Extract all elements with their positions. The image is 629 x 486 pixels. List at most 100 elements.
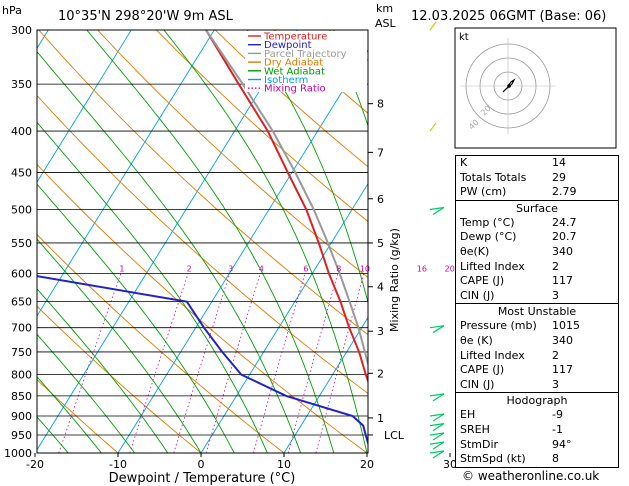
index-most-unstable-name: θe (K) <box>460 333 493 347</box>
pressure-tick-label: 450 <box>11 166 32 179</box>
wet-adiabat-line <box>37 121 268 453</box>
index-surface-row: Temp (°C) 24.7 <box>456 216 618 231</box>
isotherm-line <box>37 30 298 451</box>
profile-temperature <box>205 30 368 384</box>
pressure-tick-label: 650 <box>11 296 32 309</box>
hodograph-storm-motion <box>507 84 511 88</box>
index-hodograph-name: EH <box>460 408 476 422</box>
mixing-ratio-label: 10 <box>360 265 370 274</box>
mixing-ratio-axis-title: Mixing Ratio (g/kg) <box>388 228 401 332</box>
index-surface-row: CAPE (J) 117 <box>456 274 618 289</box>
indices-table: K 14 Totals Totals 29 PW (cm) 2.79 Surface Te… <box>455 155 619 468</box>
pressure-unit-label: hPa <box>2 4 22 17</box>
wind-barb <box>429 122 437 132</box>
index-surface-name: Dewp (°C) <box>460 230 517 244</box>
pressure-tick-label: 700 <box>11 322 32 335</box>
index-surface-value: 117 <box>552 274 573 288</box>
dry-adiabat-line <box>37 379 119 453</box>
surface-header: Surface <box>516 201 558 215</box>
km-tick-label: 3 <box>377 325 384 338</box>
wind-barb-staff <box>429 325 445 334</box>
footer-credit[interactable]: © weatheronline.co.uk <box>462 469 600 483</box>
index-most-unstable-value: 2 <box>552 348 559 362</box>
mixing-ratio-line <box>129 273 189 453</box>
index-hodograph-row: StmSpd (kt) 8 <box>456 452 618 467</box>
wind-barb-staff <box>429 450 445 459</box>
index-most-unstable-value: 3 <box>552 377 559 391</box>
x-tick-label: -20 <box>26 458 44 471</box>
isotherm-line <box>200 182 368 453</box>
km-tick-label: 2 <box>377 367 384 380</box>
index-basic-value: 2.79 <box>552 185 577 199</box>
wind-barb <box>429 21 437 31</box>
pressure-tick-label: 950 <box>11 429 32 442</box>
asl-unit-label: ASL <box>375 17 397 30</box>
legend-label: Dry Adiabat <box>264 58 323 69</box>
wind-barb <box>429 393 445 402</box>
profile-parcel-trajectory <box>205 30 368 368</box>
index-most-unstable-name: Lifted Index <box>460 348 525 362</box>
x-tick-label: 20 <box>360 458 374 471</box>
most-unstable-header: Most Unstable <box>497 305 577 319</box>
isotherm-line <box>117 48 368 453</box>
index-most-unstable-name: CAPE (J) <box>460 363 505 377</box>
mixing-ratio-line <box>173 273 231 453</box>
pressure-tick-label: 800 <box>11 369 32 382</box>
legend-label: Dewpoint <box>264 40 312 51</box>
index-hodograph-row: EH -9 <box>456 408 618 423</box>
pressure-tick-label: 600 <box>11 268 32 281</box>
km-tick-label: 5 <box>377 237 384 250</box>
mixing-ratio-line <box>406 274 449 454</box>
km-unit-label: km <box>376 2 393 15</box>
x-tick-label: -10 <box>109 458 127 471</box>
index-basic-row: PW (cm) 2.79 <box>456 185 618 200</box>
index-surface-value: 20.7 <box>552 230 577 244</box>
index-hodograph-name: StmDir <box>460 437 499 451</box>
legend-label: Temperature <box>263 32 327 43</box>
index-most-unstable-row: Pressure (mb) 1015 <box>456 319 618 334</box>
index-surface-row: Lifted Index 2 <box>456 260 618 275</box>
mixing-ratio-line <box>253 273 306 453</box>
index-basic-row: K 14 <box>456 156 618 171</box>
index-most-unstable-name: Pressure (mb) <box>460 319 537 333</box>
index-surface-value: 2 <box>552 259 559 273</box>
index-hodograph-name: SREH <box>460 422 490 436</box>
wind-barb-staff <box>429 206 445 215</box>
index-most-unstable-value: 117 <box>552 363 573 377</box>
legend-background <box>245 31 367 92</box>
pressure-tick-label: 550 <box>11 237 32 250</box>
km-tick-label: 4 <box>377 281 384 294</box>
index-most-unstable-row: Lifted Index 2 <box>456 349 618 364</box>
mixing-ratio-line <box>205 273 261 453</box>
plot-frame <box>36 29 369 454</box>
mixing-ratio-label: 8 <box>336 265 341 274</box>
index-most-unstable-row: CIN (J) 3 <box>456 378 618 393</box>
profile-dewpoint <box>37 275 368 446</box>
location-title: 10°35'N 298°20'W 9m ASL <box>58 9 234 24</box>
x-tick-label: 30 <box>443 458 457 471</box>
index-basic-value: 14 <box>552 156 566 169</box>
wind-barb <box>429 441 445 450</box>
datetime-title: 12.03.2025 06GMT (Base: 06) <box>411 9 606 24</box>
legend-label: Isotherm <box>264 75 308 86</box>
wet-adiabat-line <box>37 333 135 453</box>
index-basic-row: Totals Totals 29 <box>456 171 618 186</box>
wind-barb <box>429 413 445 422</box>
dry-adiabat-line <box>97 30 368 278</box>
index-surface-row: Dewp (°C) 20.7 <box>456 230 618 245</box>
dry-adiabat-line <box>156 30 368 223</box>
dry-adiabat-line <box>37 233 285 453</box>
isotherm-line <box>37 30 215 317</box>
pressure-tick-label: 350 <box>11 78 32 91</box>
pressure-tick-label: 500 <box>11 203 32 216</box>
wind-barb <box>429 450 445 459</box>
mixing-ratio-label: 1 <box>119 265 124 274</box>
mixing-ratio-label: 3 <box>228 265 233 274</box>
wind-barb-staff <box>429 413 445 422</box>
wind-barb <box>429 432 445 441</box>
index-most-unstable-value: 1015 <box>552 319 580 333</box>
pressure-tick-label: 900 <box>11 410 32 423</box>
wind-barb <box>429 325 445 334</box>
index-surface-name: θe(K) <box>460 244 490 258</box>
